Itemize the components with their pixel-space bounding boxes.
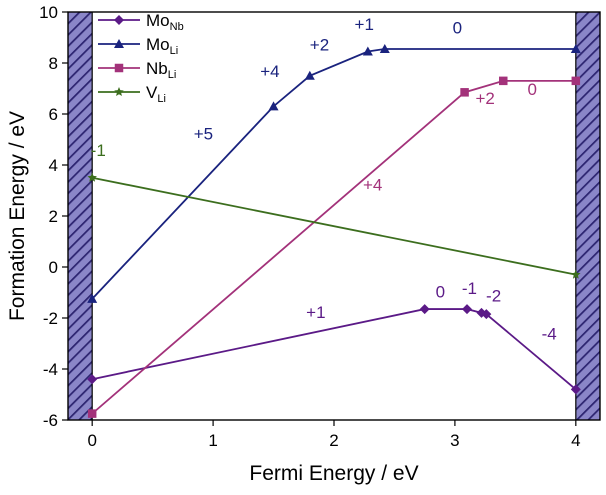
legend-label-subscript: Li bbox=[157, 93, 166, 105]
x-tick-label: 1 bbox=[208, 431, 217, 450]
legend-label: MoNb bbox=[146, 11, 184, 33]
legend-label-main: Nb bbox=[146, 59, 168, 78]
series-mo-li bbox=[87, 43, 581, 303]
data-point-mo-nb bbox=[462, 304, 472, 315]
data-point-v-li bbox=[571, 269, 581, 279]
y-tick-label: 4 bbox=[49, 156, 58, 175]
charge-label-mo-li: +4 bbox=[260, 62, 279, 81]
y-tick-label: 2 bbox=[49, 207, 58, 226]
legend-label: NbLi bbox=[146, 59, 176, 81]
charge-label-mo-nb: 0 bbox=[436, 283, 445, 302]
axes-layer: 0 1 2 3 4 -6 -4 -2 0 2 4 6 8 10 bbox=[39, 3, 601, 450]
legend-item-v-li: VLi bbox=[98, 83, 166, 105]
charge-labels-layer: +1 0 -1 -2 -4 +5 +4 +2 +1 0 +4 +2 0 -1 bbox=[91, 15, 557, 344]
y-tick-label: 10 bbox=[39, 3, 58, 22]
x-tick-label: 4 bbox=[571, 431, 580, 450]
data-point-mo-li bbox=[304, 70, 315, 80]
series-nb-li bbox=[87, 76, 581, 418]
y-tick-label: -6 bbox=[43, 411, 58, 430]
series-line-mo-li bbox=[91, 48, 576, 300]
charge-label-mo-li: 0 bbox=[453, 19, 462, 38]
legend-label: VLi bbox=[146, 83, 166, 105]
data-point-nb-li bbox=[460, 88, 469, 97]
data-point-mo-nb bbox=[419, 304, 430, 315]
legend-label-subscript: Nb bbox=[170, 21, 184, 33]
legend-label-subscript: Li bbox=[168, 69, 177, 81]
data-point-v-li bbox=[87, 172, 97, 182]
x-tick-label: 2 bbox=[329, 431, 338, 450]
legend-label-main: V bbox=[146, 83, 158, 102]
data-point-mo-li bbox=[379, 43, 390, 53]
valence-band-region bbox=[68, 12, 93, 420]
y-tick-label: -2 bbox=[43, 309, 58, 328]
series-line-mo-nb bbox=[91, 308, 577, 391]
charge-label-mo-li: +5 bbox=[194, 125, 213, 144]
y-tick-label: 8 bbox=[49, 54, 58, 73]
y-tick-label: 0 bbox=[49, 258, 58, 277]
series-v-li bbox=[87, 172, 581, 279]
series-line-v-li bbox=[92, 176, 576, 276]
series-mo-nb bbox=[87, 304, 581, 395]
data-point-nb-li bbox=[499, 76, 508, 86]
legend-marker bbox=[114, 39, 124, 48]
charge-label-mo-nb: -1 bbox=[462, 279, 477, 298]
y-tick-label: 6 bbox=[49, 105, 58, 124]
x-axis-title: Fermi Energy / eV bbox=[249, 462, 418, 485]
charge-label-nb-li: 0 bbox=[528, 80, 537, 99]
charge-label-mo-li: +1 bbox=[355, 15, 374, 34]
charge-label-mo-nb: -2 bbox=[486, 286, 501, 305]
charge-label-mo-nb: +1 bbox=[306, 303, 325, 322]
legend-marker bbox=[114, 87, 124, 97]
charge-label-v-li: -1 bbox=[91, 141, 106, 160]
conduction-band-region bbox=[575, 12, 600, 420]
charge-label-nb-li: +2 bbox=[475, 89, 494, 108]
y-tick-label: -4 bbox=[43, 360, 58, 379]
legend-item-mo-nb: MoNb bbox=[98, 11, 184, 33]
data-point-nb-li bbox=[87, 409, 97, 418]
series-lines-layer bbox=[87, 43, 581, 418]
data-point-mo-li bbox=[268, 101, 279, 111]
charge-label-nb-li: +4 bbox=[363, 176, 382, 195]
data-point-mo-li bbox=[570, 43, 581, 53]
x-tick-label: 3 bbox=[450, 431, 459, 450]
charge-label-mo-nb: -4 bbox=[542, 325, 557, 344]
legend-item-mo-li: MoLi bbox=[98, 35, 178, 57]
legend-label-main: Mo bbox=[146, 35, 170, 54]
data-point-mo-nb bbox=[87, 374, 98, 385]
legend-label: MoLi bbox=[146, 35, 178, 57]
series-line-nb-li bbox=[91, 79, 576, 415]
x-tick-label: 0 bbox=[87, 431, 96, 450]
data-point-mo-nb bbox=[481, 309, 492, 320]
legend-marker bbox=[114, 63, 124, 73]
legend-item-nb-li: NbLi bbox=[98, 59, 176, 81]
legend-label-main: Mo bbox=[146, 11, 170, 30]
charge-label-mo-li: +2 bbox=[310, 35, 329, 54]
legend-marker bbox=[114, 15, 124, 25]
data-point-mo-li bbox=[87, 293, 98, 303]
data-point-nb-li bbox=[571, 76, 581, 86]
y-axis-title: Formation Energy / eV bbox=[6, 111, 29, 321]
data-point-mo-nb bbox=[570, 384, 581, 395]
legend-label-subscript: Li bbox=[170, 45, 179, 57]
data-point-mo-li bbox=[362, 46, 373, 56]
